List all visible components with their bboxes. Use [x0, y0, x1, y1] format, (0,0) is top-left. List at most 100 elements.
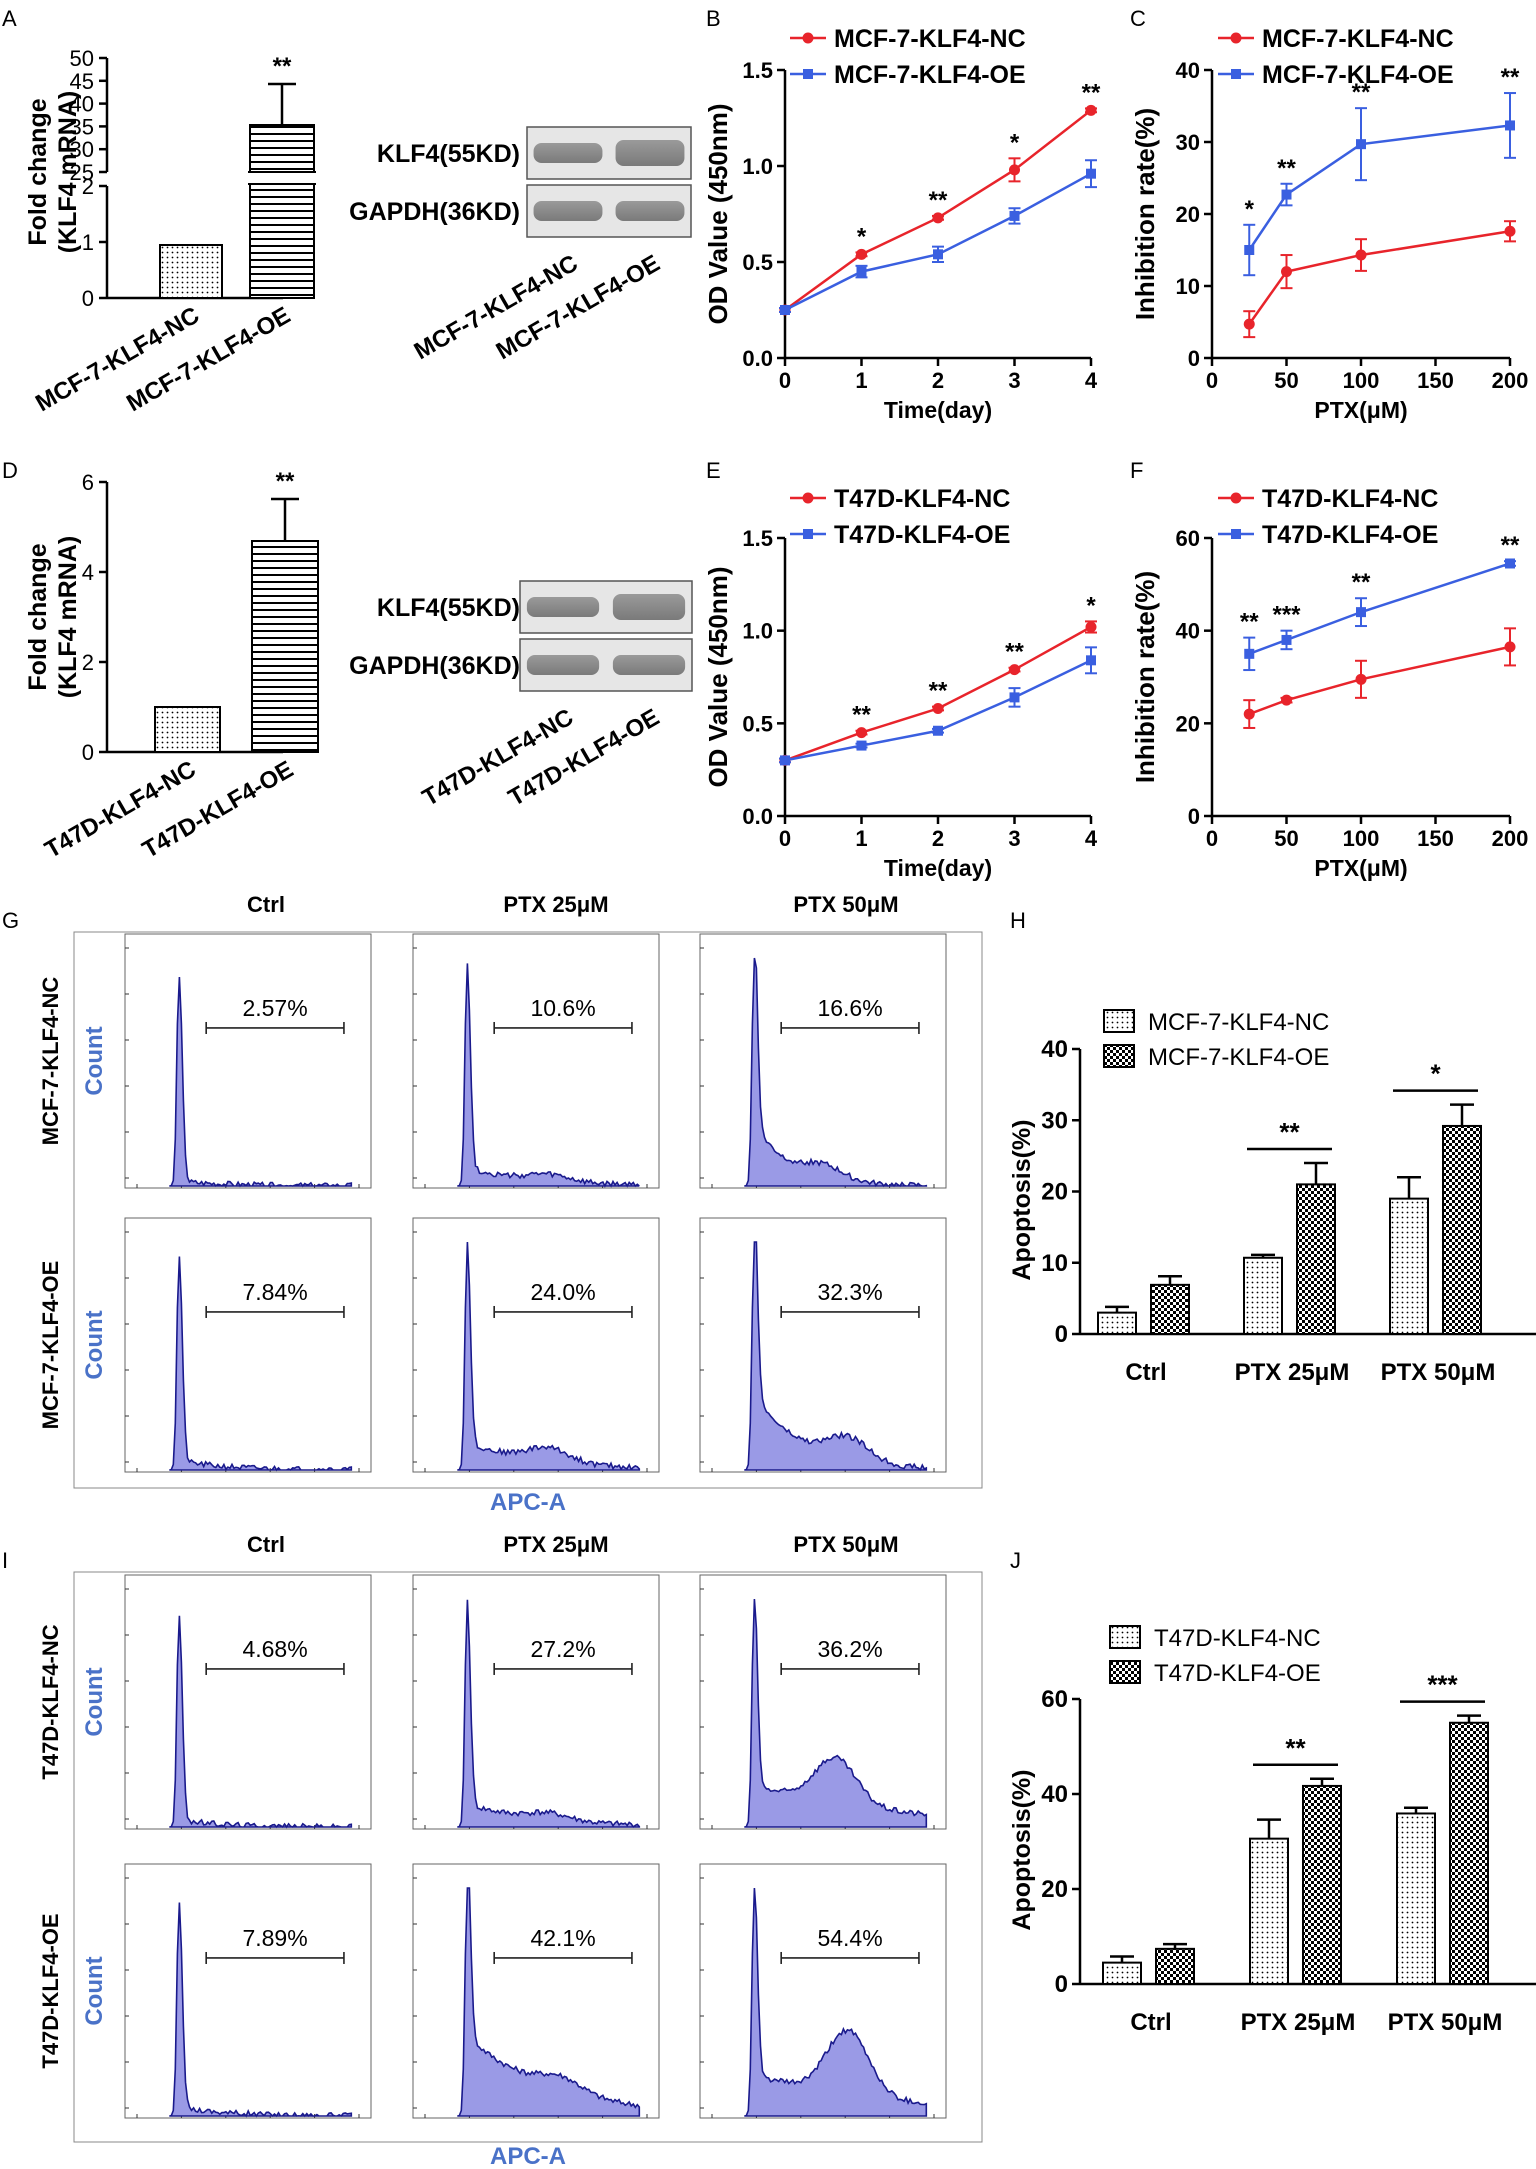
chart-G: Ctrl PTX 25μM PTX 50μM MCF-7-KLF4-NC Count 2.…	[38, 892, 983, 1516]
panel-label-F: F	[1130, 458, 1143, 483]
x-axis-title: APC-A	[490, 1489, 566, 1516]
gate-percentage: 7.84%	[242, 1279, 307, 1305]
series-line-oe	[1248, 124, 1511, 251]
y-tick-label: 0.0	[742, 804, 773, 829]
bar	[249, 124, 315, 299]
histogram-frame	[699, 1217, 947, 1473]
y-tick-label: 30	[1041, 1107, 1068, 1134]
y-axis-title: Apoptosis(%)	[1008, 1769, 1036, 1930]
x-tick-label: 50	[1274, 368, 1298, 393]
data-point	[1281, 634, 1292, 645]
y-tick-label: 40	[1041, 1781, 1068, 1808]
significance-label: **	[276, 468, 295, 495]
row-header: MCF-7-KLF4-NC	[38, 977, 63, 1146]
x-tick-label: PTX 25μM	[1235, 1359, 1350, 1386]
data-point	[1243, 318, 1255, 330]
y-tick-label: 30	[70, 137, 94, 162]
x-tick-label: 0	[1206, 826, 1218, 851]
legend-label: T47D-KLF4-OE	[1154, 1660, 1321, 1687]
y-tick-label: 6	[82, 470, 94, 495]
histogram-frame	[412, 1217, 660, 1473]
row-header: MCF-7-KLF4-OE	[38, 1261, 63, 1430]
y-tick-label: 2	[82, 174, 94, 199]
data-point	[1243, 708, 1255, 720]
bar	[1243, 1256, 1283, 1335]
x-axis-title: APC-A	[490, 2143, 566, 2169]
significance-label: *	[1010, 129, 1020, 156]
significance-label: **	[1501, 532, 1520, 559]
blot-band	[615, 140, 685, 166]
series-line-oe	[1248, 562, 1511, 656]
significance-label: **	[1352, 569, 1371, 596]
x-tick-label: 200	[1492, 368, 1529, 393]
data-point	[933, 249, 943, 260]
y-axis-title: Inhibition rate(%)	[1130, 571, 1160, 783]
data-point	[1355, 673, 1367, 685]
data-point	[1281, 266, 1292, 278]
blot-row-label: GAPDH(36KD)	[349, 652, 520, 680]
histogram-curve	[169, 1902, 353, 2118]
y-axis-title: Count	[81, 1026, 108, 1095]
significance-label: **	[1082, 79, 1101, 106]
x-tick-label: 0	[779, 368, 791, 393]
histogram-curve	[457, 1241, 641, 1471]
bar	[1389, 1197, 1429, 1335]
y-axis-title: (KLF4 mRNA)	[54, 91, 82, 254]
blot-band	[526, 655, 600, 675]
western-blot-t47d: KLF4(55KD) GAPDH(36KD) T47D-KLF4-NCT47D-KL…	[349, 580, 693, 812]
y-tick-label: 1.5	[742, 58, 773, 83]
gate-percentage: 54.4%	[817, 1925, 882, 1951]
x-tick-label: 0	[1206, 368, 1218, 393]
x-tick-label: 150	[1417, 368, 1454, 393]
y-tick-label: 45	[70, 69, 94, 94]
legend-label: T47D-KLF4-NC	[834, 485, 1010, 513]
significance-label: **	[1285, 1733, 1306, 1763]
data-point	[1356, 139, 1366, 150]
legend-marker	[803, 69, 813, 79]
legend-marker	[802, 32, 814, 44]
gate-percentage: 27.2%	[530, 1636, 595, 1662]
data-point	[1085, 104, 1097, 116]
x-tick-label: 3	[1008, 826, 1020, 851]
x-tick-label: MCF-7-KLF4-OE	[122, 302, 295, 417]
y-tick-label: 0.0	[742, 346, 773, 371]
histogram-curve	[744, 1241, 928, 1472]
blot-band	[533, 143, 603, 163]
legend-marker	[803, 529, 813, 539]
data-point	[1281, 694, 1292, 706]
y-tick-label: 30	[1176, 130, 1200, 155]
data-point	[780, 305, 790, 315]
legend-label: MCF-7-KLF4-OE	[834, 61, 1026, 89]
column-header: PTX 25μM	[503, 1532, 608, 1557]
gate-percentage: 16.6%	[817, 995, 882, 1021]
y-tick-label: 1	[82, 230, 94, 255]
panel-label-G: G	[2, 908, 19, 933]
x-axis-title: PTX(μM)	[1314, 397, 1407, 423]
y-tick-label: 0.5	[742, 711, 773, 736]
histogram-curve	[744, 957, 928, 1188]
x-tick-label: Ctrl	[1125, 1359, 1166, 1386]
blot-band	[612, 594, 686, 620]
panel-label-C: C	[1130, 6, 1146, 31]
y-axis-title: Count	[81, 1667, 108, 1736]
x-tick-label: PTX 50μM	[1381, 1359, 1496, 1386]
column-header: Ctrl	[247, 892, 285, 917]
bar	[1155, 1947, 1195, 1985]
y-axis-title: Count	[81, 1310, 108, 1379]
histogram-frame	[124, 1863, 372, 2119]
bar	[1102, 1961, 1142, 1985]
blot-band	[615, 201, 685, 221]
histogram-frame	[124, 1217, 372, 1473]
x-tick-label: PTX 50μM	[1388, 2009, 1503, 2036]
legend-marker	[1230, 492, 1242, 504]
y-tick-label: 40	[1176, 619, 1200, 644]
blot-row-label: KLF4(55KD)	[377, 140, 520, 168]
column-header: PTX 50μM	[793, 1532, 898, 1557]
histogram-frame	[699, 933, 947, 1189]
y-tick-label: 60	[1176, 526, 1200, 551]
series-line-nc	[1248, 230, 1511, 325]
data-point	[856, 740, 867, 751]
legend-marker	[1231, 69, 1241, 79]
